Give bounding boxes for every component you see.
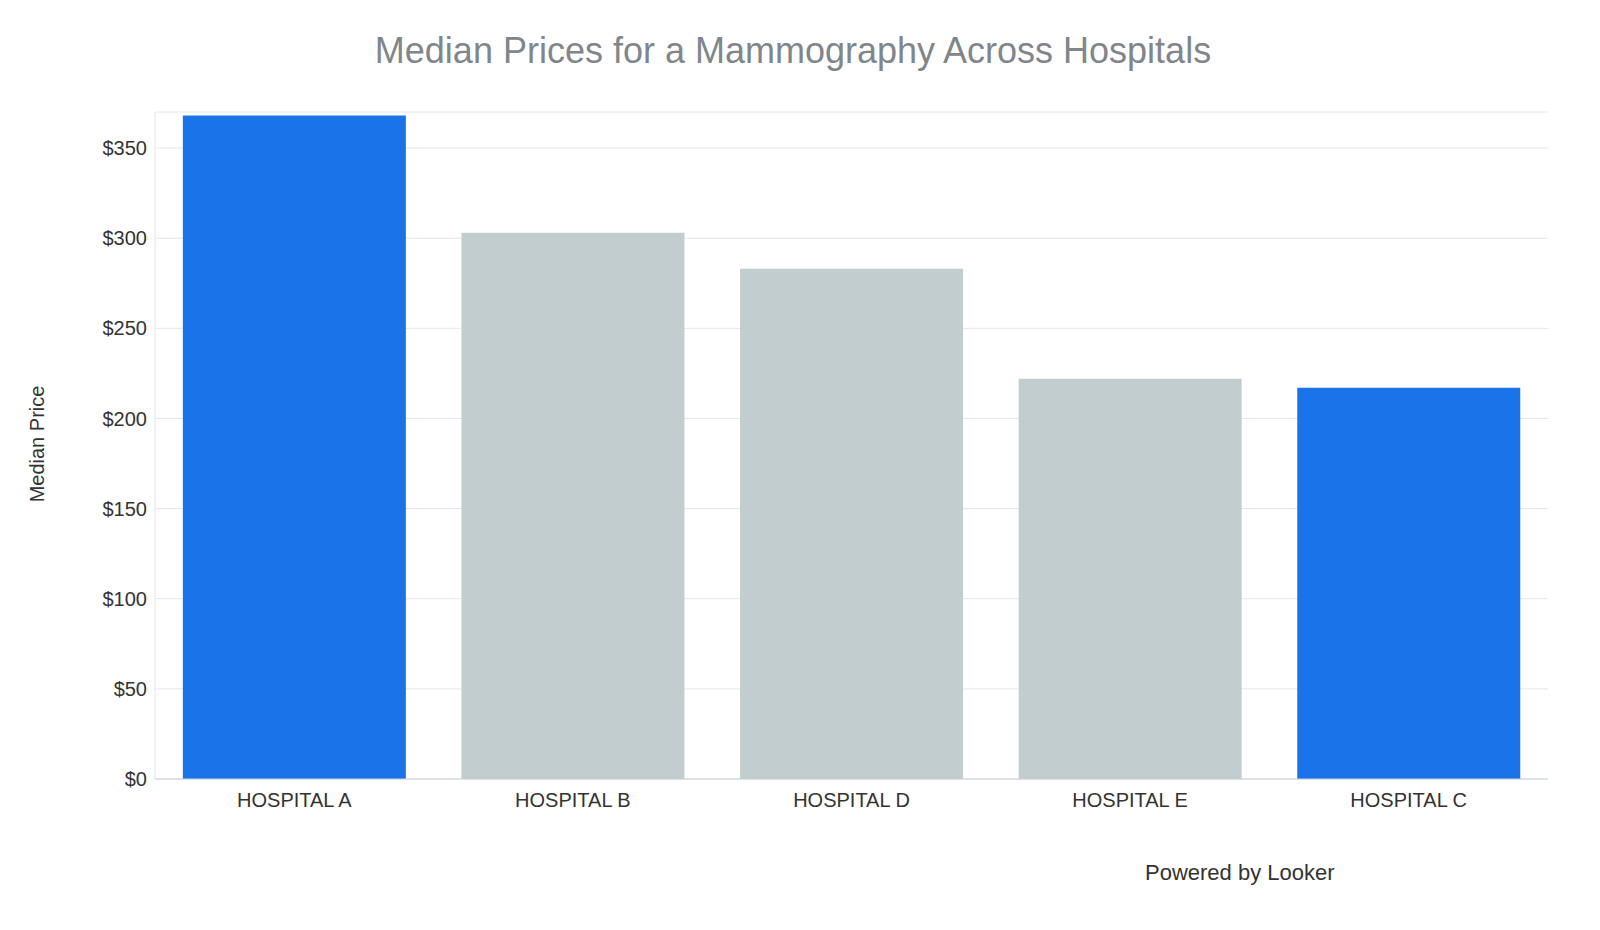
svg-text:HOSPITAL B: HOSPITAL B: [515, 789, 631, 811]
svg-text:$50: $50: [114, 678, 147, 700]
svg-text:$250: $250: [103, 317, 148, 339]
svg-text:$0: $0: [125, 768, 147, 790]
html-text:Powered by Looker: Powered by Looker: [1145, 860, 1335, 885]
html-text:Median Prices for a Mammograph: Median Prices for a Mammography Across H…: [374, 30, 1212, 71]
svg-text:HOSPITAL A: HOSPITAL A: [237, 789, 352, 811]
svg-text:HOSPITAL E: HOSPITAL E: [1072, 789, 1188, 811]
svg-text:HOSPITAL D: HOSPITAL D: [793, 789, 910, 811]
svg-text:$350: $350: [103, 137, 148, 159]
svg-text:$150: $150: [103, 498, 148, 520]
html-text:Median Price: Median Price: [25, 385, 48, 503]
svg-text:$300: $300: [103, 227, 148, 249]
svg-text:HOSPITAL C: HOSPITAL C: [1350, 789, 1467, 811]
svg-text:$200: $200: [103, 408, 148, 430]
svg-text:$100: $100: [103, 588, 148, 610]
